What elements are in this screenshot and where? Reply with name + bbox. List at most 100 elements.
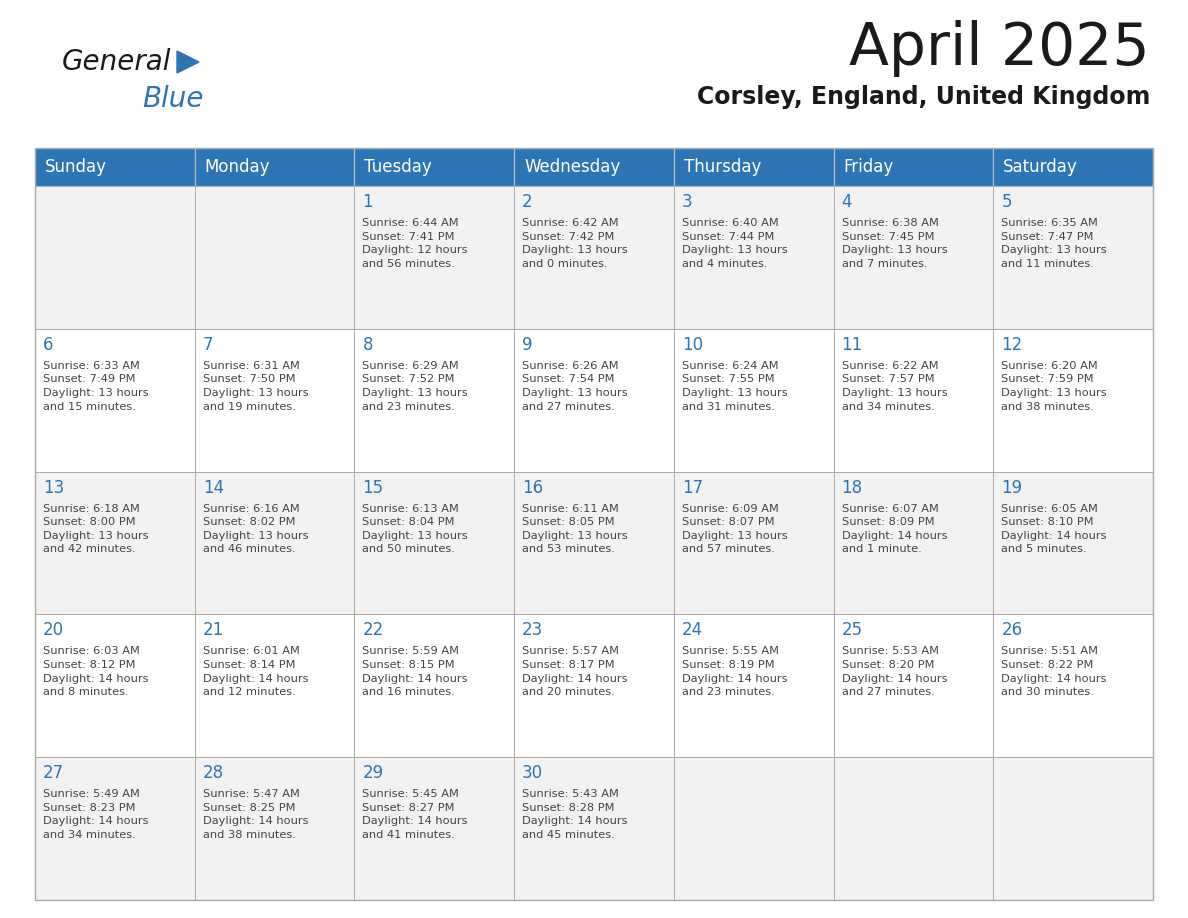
Bar [514,472,674,614]
Text: Tuesday: Tuesday [365,158,432,176]
Text: Sunrise: 6:13 AM
Sunset: 8:04 PM
Daylight: 13 hours
and 50 minutes.: Sunrise: 6:13 AM Sunset: 8:04 PM Dayligh… [362,504,468,554]
Text: Sunrise: 5:55 AM
Sunset: 8:19 PM
Daylight: 14 hours
and 23 minutes.: Sunrise: 5:55 AM Sunset: 8:19 PM Dayligh… [682,646,788,697]
Bar [195,614,354,757]
Text: 10: 10 [682,336,703,353]
Text: 8: 8 [362,336,373,353]
Text: Sunrise: 6:09 AM
Sunset: 8:07 PM
Daylight: 13 hours
and 57 minutes.: Sunrise: 6:09 AM Sunset: 8:07 PM Dayligh… [682,504,788,554]
Text: Sunrise: 5:49 AM
Sunset: 8:23 PM
Daylight: 14 hours
and 34 minutes.: Sunrise: 5:49 AM Sunset: 8:23 PM Dayligh… [43,789,148,840]
Bar [514,329,674,472]
Text: Sunrise: 5:45 AM
Sunset: 8:27 PM
Daylight: 14 hours
and 41 minutes.: Sunrise: 5:45 AM Sunset: 8:27 PM Dayligh… [362,789,468,840]
Text: Sunrise: 6:42 AM
Sunset: 7:42 PM
Daylight: 13 hours
and 0 minutes.: Sunrise: 6:42 AM Sunset: 7:42 PM Dayligh… [523,218,627,269]
Bar [195,472,354,614]
Text: 25: 25 [841,621,862,640]
Text: Sunrise: 6:20 AM
Sunset: 7:59 PM
Daylight: 13 hours
and 38 minutes.: Sunrise: 6:20 AM Sunset: 7:59 PM Dayligh… [1001,361,1107,411]
Bar [354,329,514,472]
Text: Sunrise: 6:31 AM
Sunset: 7:50 PM
Daylight: 13 hours
and 19 minutes.: Sunrise: 6:31 AM Sunset: 7:50 PM Dayligh… [203,361,309,411]
Text: 3: 3 [682,193,693,211]
Text: April 2025: April 2025 [849,20,1150,77]
Text: 16: 16 [523,478,543,497]
Text: Sunrise: 6:40 AM
Sunset: 7:44 PM
Daylight: 13 hours
and 4 minutes.: Sunrise: 6:40 AM Sunset: 7:44 PM Dayligh… [682,218,788,269]
Text: Sunrise: 6:01 AM
Sunset: 8:14 PM
Daylight: 14 hours
and 12 minutes.: Sunrise: 6:01 AM Sunset: 8:14 PM Dayligh… [203,646,308,697]
Text: Sunrise: 6:16 AM
Sunset: 8:02 PM
Daylight: 13 hours
and 46 minutes.: Sunrise: 6:16 AM Sunset: 8:02 PM Dayligh… [203,504,309,554]
Bar [993,472,1154,614]
Text: 5: 5 [1001,193,1012,211]
Bar [354,757,514,900]
Text: Sunrise: 6:44 AM
Sunset: 7:41 PM
Daylight: 12 hours
and 56 minutes.: Sunrise: 6:44 AM Sunset: 7:41 PM Dayligh… [362,218,468,269]
Text: 13: 13 [43,478,64,497]
Bar [354,148,514,186]
Text: Friday: Friday [843,158,893,176]
Bar [34,186,195,329]
Bar [514,614,674,757]
Bar [674,757,834,900]
Bar [34,329,195,472]
Text: 18: 18 [841,478,862,497]
Text: 24: 24 [682,621,703,640]
Text: 12: 12 [1001,336,1023,353]
Text: 26: 26 [1001,621,1023,640]
Bar [834,329,993,472]
Bar [834,148,993,186]
Text: Corsley, England, United Kingdom: Corsley, England, United Kingdom [696,85,1150,109]
Text: Sunrise: 6:18 AM
Sunset: 8:00 PM
Daylight: 13 hours
and 42 minutes.: Sunrise: 6:18 AM Sunset: 8:00 PM Dayligh… [43,504,148,554]
Text: 20: 20 [43,621,64,640]
Bar [674,186,834,329]
Text: 1: 1 [362,193,373,211]
Bar [834,757,993,900]
Text: Sunrise: 5:57 AM
Sunset: 8:17 PM
Daylight: 14 hours
and 20 minutes.: Sunrise: 5:57 AM Sunset: 8:17 PM Dayligh… [523,646,627,697]
Text: Sunrise: 6:03 AM
Sunset: 8:12 PM
Daylight: 14 hours
and 8 minutes.: Sunrise: 6:03 AM Sunset: 8:12 PM Dayligh… [43,646,148,697]
Text: Sunrise: 6:26 AM
Sunset: 7:54 PM
Daylight: 13 hours
and 27 minutes.: Sunrise: 6:26 AM Sunset: 7:54 PM Dayligh… [523,361,627,411]
Text: Sunday: Sunday [45,158,107,176]
Text: 11: 11 [841,336,862,353]
Text: Sunrise: 6:29 AM
Sunset: 7:52 PM
Daylight: 13 hours
and 23 minutes.: Sunrise: 6:29 AM Sunset: 7:52 PM Dayligh… [362,361,468,411]
Bar [993,148,1154,186]
Text: General: General [62,48,171,76]
Text: 28: 28 [203,764,223,782]
Text: Sunrise: 6:22 AM
Sunset: 7:57 PM
Daylight: 13 hours
and 34 minutes.: Sunrise: 6:22 AM Sunset: 7:57 PM Dayligh… [841,361,947,411]
Bar [993,614,1154,757]
Text: Sunrise: 6:33 AM
Sunset: 7:49 PM
Daylight: 13 hours
and 15 minutes.: Sunrise: 6:33 AM Sunset: 7:49 PM Dayligh… [43,361,148,411]
Text: Sunrise: 6:07 AM
Sunset: 8:09 PM
Daylight: 14 hours
and 1 minute.: Sunrise: 6:07 AM Sunset: 8:09 PM Dayligh… [841,504,947,554]
Text: 17: 17 [682,478,703,497]
Bar [354,472,514,614]
Bar [993,757,1154,900]
Bar [34,757,195,900]
Text: Sunrise: 6:24 AM
Sunset: 7:55 PM
Daylight: 13 hours
and 31 minutes.: Sunrise: 6:24 AM Sunset: 7:55 PM Dayligh… [682,361,788,411]
Bar [34,614,195,757]
Text: 4: 4 [841,193,852,211]
Text: Sunrise: 6:38 AM
Sunset: 7:45 PM
Daylight: 13 hours
and 7 minutes.: Sunrise: 6:38 AM Sunset: 7:45 PM Dayligh… [841,218,947,269]
Text: 2: 2 [523,193,532,211]
Text: 30: 30 [523,764,543,782]
Bar [195,329,354,472]
Bar [354,186,514,329]
Bar [514,757,674,900]
Text: 9: 9 [523,336,532,353]
Bar [514,186,674,329]
Text: Sunrise: 5:51 AM
Sunset: 8:22 PM
Daylight: 14 hours
and 30 minutes.: Sunrise: 5:51 AM Sunset: 8:22 PM Dayligh… [1001,646,1107,697]
Text: 27: 27 [43,764,64,782]
Bar [34,472,195,614]
Text: Sunrise: 5:59 AM
Sunset: 8:15 PM
Daylight: 14 hours
and 16 minutes.: Sunrise: 5:59 AM Sunset: 8:15 PM Dayligh… [362,646,468,697]
Text: Wednesday: Wednesday [524,158,620,176]
Text: Saturday: Saturday [1004,158,1078,176]
Bar [993,186,1154,329]
Text: Thursday: Thursday [684,158,762,176]
Bar [993,329,1154,472]
Bar [34,148,195,186]
Text: 29: 29 [362,764,384,782]
Text: 19: 19 [1001,478,1023,497]
Text: Sunrise: 5:43 AM
Sunset: 8:28 PM
Daylight: 14 hours
and 45 minutes.: Sunrise: 5:43 AM Sunset: 8:28 PM Dayligh… [523,789,627,840]
Bar [195,757,354,900]
Text: 22: 22 [362,621,384,640]
Text: 23: 23 [523,621,543,640]
Bar [674,614,834,757]
Text: Sunrise: 5:53 AM
Sunset: 8:20 PM
Daylight: 14 hours
and 27 minutes.: Sunrise: 5:53 AM Sunset: 8:20 PM Dayligh… [841,646,947,697]
Bar [514,148,674,186]
Text: 7: 7 [203,336,213,353]
Bar [834,186,993,329]
Bar [834,472,993,614]
Bar [195,148,354,186]
Bar [195,186,354,329]
Bar [674,472,834,614]
Text: 6: 6 [43,336,53,353]
